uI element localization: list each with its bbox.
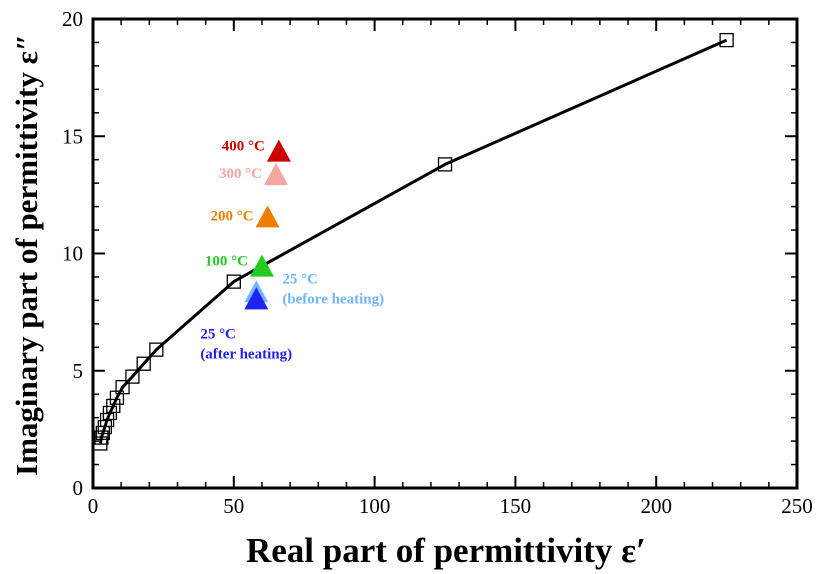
square-marker [226, 274, 241, 289]
plot-layer: 400 °C 300 °C 200 °C 100 °C 25 °C (before hea… [91, 17, 799, 490]
triangle-marker [244, 287, 269, 310]
x-tick-label: 200 [640, 494, 672, 518]
square-marker [719, 32, 734, 48]
square-marker [115, 380, 130, 395]
temperature-label: 25 °C [200, 326, 236, 342]
temperature-label: 100 °C [205, 254, 248, 270]
x-tick-label: 250 [781, 494, 813, 518]
ticks-layer: 0 50 100 150 200 250 0 5 10 15 20 [62, 7, 813, 518]
x-axis-title: Real part of permittivity ε′ [246, 531, 646, 570]
series-line [98, 38, 728, 444]
temperature-label: 200 °C [210, 208, 253, 224]
x-tick-label: 50 [223, 494, 244, 518]
triangle-marker [264, 163, 289, 186]
y-tick-label: 10 [62, 242, 83, 266]
y-tick-label: 15 [62, 124, 83, 148]
y-tick-label: 20 [62, 7, 83, 31]
square-marker [125, 369, 140, 384]
temperature-label: 25 °C [282, 271, 318, 287]
triangle-marker [249, 254, 274, 277]
square-marker [437, 157, 453, 172]
temperature-sublabel: (after heating) [200, 346, 292, 362]
square-marker [106, 398, 121, 414]
x-tick-label: 150 [500, 494, 532, 518]
triangle-marker [266, 139, 291, 162]
temperature-label: 300 °C [219, 166, 262, 182]
x-tick-label: 100 [359, 494, 391, 518]
plot-frame [91, 17, 799, 490]
temperature-label: 400 °C [222, 139, 265, 155]
square-marker [94, 430, 109, 445]
square-marker [136, 356, 151, 371]
x-tick-label: 0 [88, 494, 99, 518]
y-tick-label: 5 [73, 359, 84, 383]
triangle-marker [255, 205, 280, 228]
square-marker [149, 342, 164, 357]
temperature-sublabel: (before heating) [282, 291, 384, 307]
y-tick-label: 0 [73, 476, 84, 500]
square-marker [109, 390, 125, 405]
y-axis-title: Imaginary part of permittivity ε″ [9, 34, 44, 476]
